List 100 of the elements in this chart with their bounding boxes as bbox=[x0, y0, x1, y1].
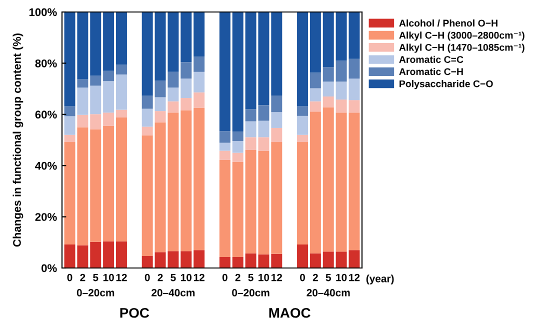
x-tick-label: 2 bbox=[235, 274, 240, 282]
bar bbox=[180, 12, 192, 62]
bar bbox=[77, 88, 88, 115]
bar bbox=[219, 150, 230, 160]
text: POC bbox=[120, 308, 150, 318]
text: 20–40cm bbox=[152, 289, 195, 296]
bar bbox=[271, 95, 282, 112]
x-tick-label: 5 bbox=[248, 274, 254, 282]
bar bbox=[77, 79, 88, 88]
bar bbox=[271, 128, 282, 142]
x-tick-label: 12 bbox=[349, 274, 360, 282]
y-tick-label: 20% bbox=[35, 213, 57, 221]
bar bbox=[271, 112, 282, 128]
x-tick-label: 2 bbox=[158, 274, 163, 282]
bar bbox=[142, 96, 153, 109]
x-tick-label: 0 bbox=[144, 274, 150, 282]
text: 0–20cm bbox=[76, 289, 114, 296]
bar bbox=[219, 160, 230, 257]
bar bbox=[116, 117, 127, 242]
bar bbox=[194, 72, 205, 92]
text: 20–40cm bbox=[306, 289, 350, 296]
bar bbox=[116, 74, 127, 110]
x-tick-label: 0 bbox=[222, 274, 228, 282]
bar bbox=[322, 82, 334, 96]
bar bbox=[90, 76, 102, 86]
bar bbox=[232, 152, 244, 162]
bar bbox=[180, 110, 192, 252]
x-tick-label: 12 bbox=[272, 274, 282, 282]
bar bbox=[180, 62, 192, 79]
bar bbox=[180, 78, 192, 98]
bar bbox=[180, 98, 192, 110]
bar bbox=[103, 12, 114, 71]
bar bbox=[142, 126, 153, 136]
bar bbox=[142, 108, 153, 127]
bar bbox=[194, 92, 205, 108]
bar bbox=[116, 64, 127, 74]
bar bbox=[271, 254, 282, 268]
legend-label: Aromatic C=C bbox=[399, 56, 464, 63]
bar bbox=[219, 142, 230, 151]
bar bbox=[297, 244, 308, 268]
bar bbox=[232, 12, 244, 132]
bar bbox=[90, 86, 102, 114]
bar bbox=[310, 112, 321, 254]
bar bbox=[297, 106, 308, 116]
bar bbox=[194, 12, 205, 57]
x-tick-label: 2 bbox=[312, 274, 318, 282]
bar bbox=[310, 88, 321, 102]
bar bbox=[77, 114, 88, 128]
bar bbox=[322, 67, 334, 82]
bar bbox=[103, 112, 114, 126]
x-tick-label: 0 bbox=[300, 274, 305, 282]
bar bbox=[219, 131, 230, 143]
bar bbox=[116, 110, 127, 118]
bar bbox=[142, 12, 153, 96]
bar bbox=[64, 134, 76, 142]
bar bbox=[90, 129, 102, 242]
bar bbox=[90, 242, 102, 268]
x-tick-label: 5 bbox=[326, 274, 331, 282]
x-tick-label: 10 bbox=[336, 274, 347, 282]
bar bbox=[116, 12, 127, 65]
y-tick-label: 0% bbox=[42, 264, 57, 272]
legend-label: Polysaccharide C−O bbox=[400, 80, 493, 90]
x-tick-label: 0 bbox=[67, 274, 72, 282]
legend-label: Aromatic C−H bbox=[399, 68, 463, 76]
bar bbox=[142, 135, 153, 256]
x-tick-label: 5 bbox=[93, 274, 98, 282]
y-axis-title: Changes in functional group content (%) bbox=[12, 33, 24, 247]
bar bbox=[194, 250, 205, 268]
bar bbox=[322, 12, 334, 68]
bar bbox=[322, 252, 334, 268]
bar bbox=[219, 256, 230, 268]
bar bbox=[180, 251, 192, 268]
bar bbox=[271, 12, 282, 96]
bar bbox=[142, 256, 153, 268]
bar bbox=[103, 70, 114, 82]
x-tick-label: 12 bbox=[116, 274, 127, 282]
bar bbox=[310, 101, 321, 112]
bar bbox=[232, 162, 244, 257]
y-tick-label: 80% bbox=[35, 59, 57, 68]
bar bbox=[232, 132, 244, 142]
bar bbox=[90, 114, 102, 130]
bar bbox=[297, 134, 308, 142]
bar bbox=[232, 141, 244, 153]
bar bbox=[310, 12, 321, 73]
bar bbox=[103, 81, 114, 113]
bar bbox=[322, 96, 334, 108]
y-tick-label: 40% bbox=[35, 162, 57, 170]
y-tick-label: 60% bbox=[35, 110, 57, 119]
x-tick-label: 12 bbox=[194, 274, 204, 282]
bar bbox=[297, 12, 308, 106]
x-tick-label: 10 bbox=[181, 274, 192, 282]
legend-label: Alkyl C−H (3000–2800cm⁻¹) bbox=[399, 32, 524, 41]
bar bbox=[64, 106, 76, 116]
bar bbox=[297, 116, 308, 135]
bar bbox=[90, 12, 102, 76]
x-tick-label: 5 bbox=[170, 274, 176, 282]
x-tick-label: 10 bbox=[258, 274, 270, 282]
text: 0–20cm bbox=[232, 289, 270, 296]
bar bbox=[271, 142, 282, 254]
bar bbox=[103, 126, 114, 242]
